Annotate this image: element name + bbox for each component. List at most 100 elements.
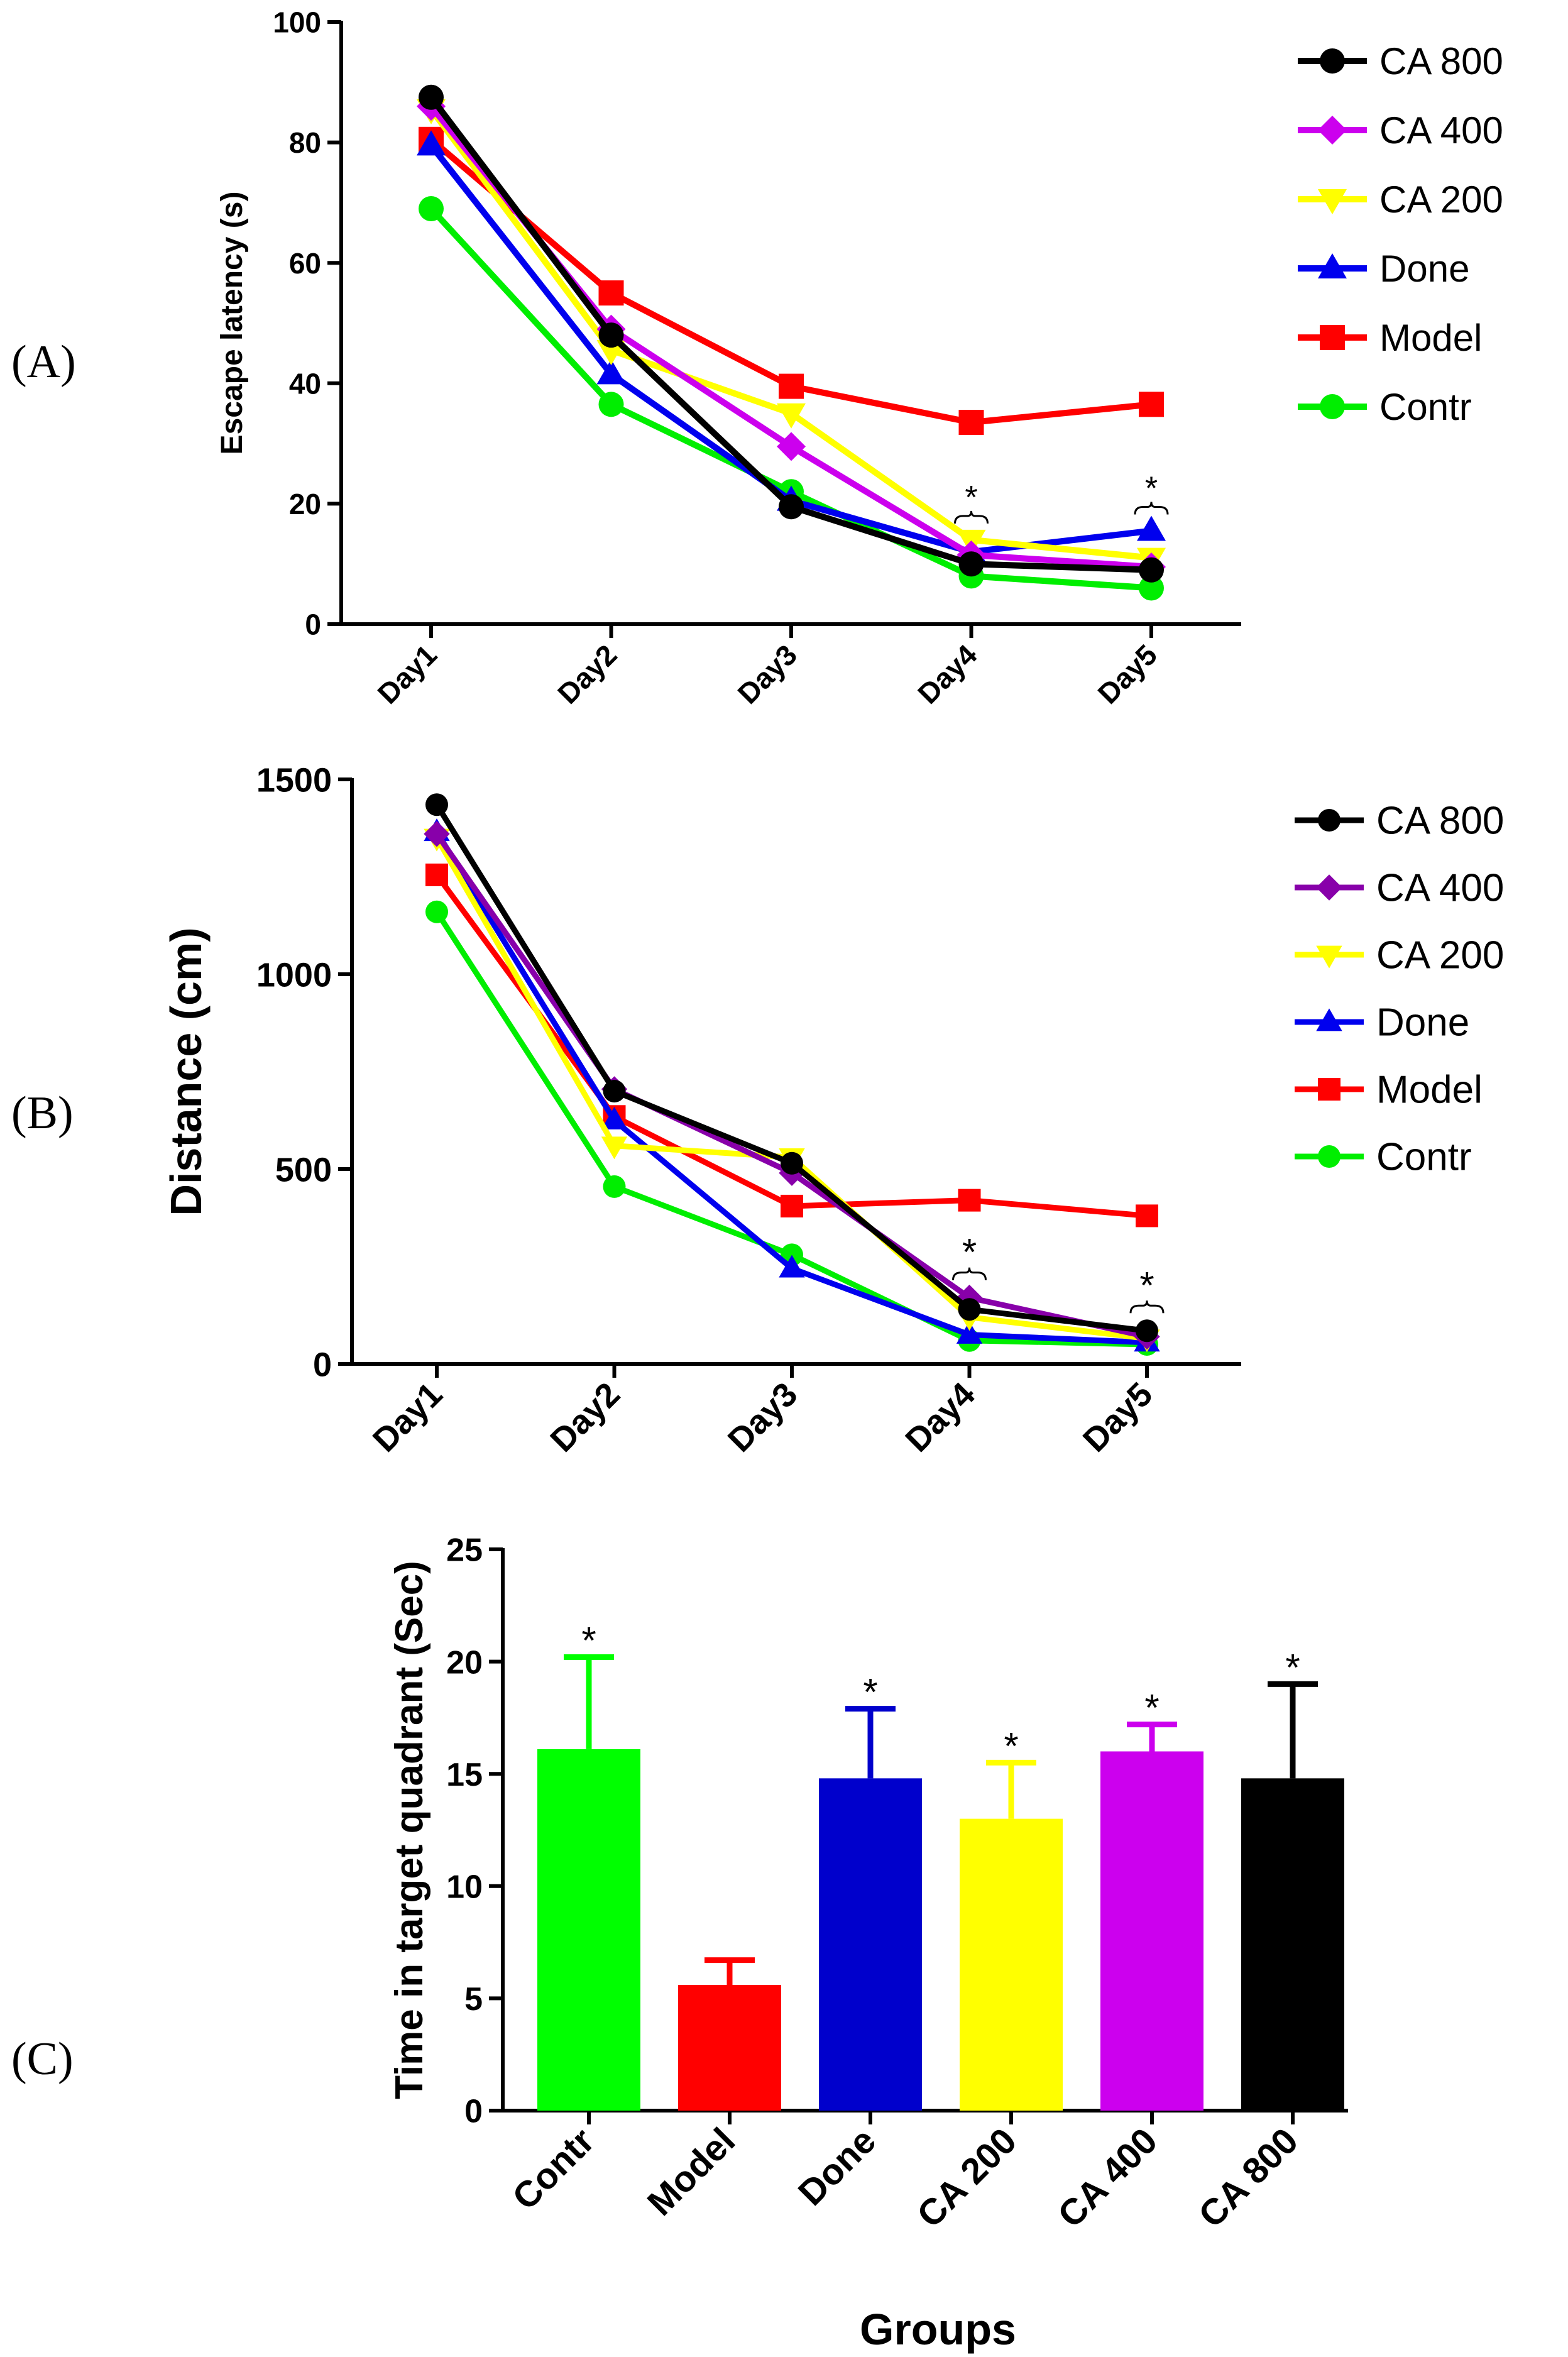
point-ca-800-day2	[603, 1080, 626, 1102]
significance-star-done: *	[863, 1671, 877, 1713]
panel-b-chart: 0 500 1000 1500 Day1 Day2 Day3 Day4 Day5 Distance…	[162, 761, 1504, 1459]
point-contr-day1	[425, 900, 448, 923]
point-done-day5	[1137, 515, 1166, 541]
legend-label-ca-800: CA 800	[1379, 40, 1503, 82]
x-tick-label-ca-800: CA 800	[1191, 2120, 1307, 2236]
x-axis-title: Groups	[860, 2305, 1016, 2354]
bar-model	[678, 1984, 781, 2111]
significance-brace-day4	[954, 510, 989, 524]
legend-label-contr: Contr	[1379, 386, 1472, 428]
point-contr-day2	[598, 392, 624, 417]
bar-done	[819, 1778, 922, 2111]
legend-label-model: Model	[1379, 317, 1482, 359]
legend-marker-ca-400	[1318, 116, 1347, 145]
y-tick-label-20: 20	[446, 1644, 483, 1681]
y-tick-label-500: 500	[275, 1151, 332, 1189]
point-done-day3	[779, 1255, 805, 1278]
y-tick-label-0: 0	[305, 608, 321, 641]
point-ca-200-day2	[601, 1136, 628, 1160]
point-ca-200-day3	[777, 403, 806, 429]
point-model-day5	[1136, 1204, 1158, 1228]
point-model-day5	[1139, 392, 1164, 417]
point-ca-400-day3	[777, 432, 806, 461]
legend-marker-model	[1320, 325, 1345, 350]
legend-marker-model	[1318, 1078, 1340, 1101]
legend-label-ca-200: CA 200	[1379, 179, 1503, 221]
legend-marker-done	[1316, 1008, 1342, 1031]
point-model-day4	[958, 1189, 981, 1212]
point-ca-800-day4	[958, 1298, 981, 1321]
y-tick-label-40: 40	[289, 367, 321, 400]
significance-star-ca-800: *	[1285, 1646, 1300, 1688]
point-ca-800-day1	[425, 793, 448, 816]
x-tick-label-day3: Day3	[721, 1375, 805, 1459]
legend-label-ca-200: CA 200	[1376, 934, 1504, 977]
legend-marker-contr	[1320, 394, 1345, 419]
point-ca-800-day3	[781, 1151, 803, 1175]
point-ca-200-day2	[596, 340, 626, 366]
series-ca-800	[419, 84, 1164, 583]
y-tick-label-1000: 1000	[256, 956, 332, 994]
point-ca-800-day5	[1136, 1319, 1158, 1343]
legend-label-ca-400: CA 400	[1379, 109, 1503, 151]
significance-star-day5: *	[1139, 1264, 1154, 1306]
x-tick-label-day2: Day2	[543, 1375, 627, 1459]
y-axis-title: Time in target quadrant (Sec)	[388, 1561, 431, 2099]
point-model-day1	[425, 863, 448, 886]
point-ca-800-day3	[779, 494, 804, 520]
bar-ca-400	[1100, 1751, 1203, 2111]
legend-label-contr: Contr	[1376, 1136, 1472, 1179]
point-ca-800-day4	[958, 551, 984, 577]
point-contr-day5	[1139, 575, 1164, 601]
legend-marker-ca-200	[1318, 189, 1347, 214]
point-model-day4	[958, 410, 984, 436]
significance-brace-day5	[1129, 1300, 1165, 1314]
panel-label-a: (A)	[11, 336, 76, 388]
point-model-day3	[779, 373, 804, 399]
significance-star-day4: *	[962, 1231, 977, 1273]
legend-label-done: Done	[1379, 248, 1469, 290]
panel-c-chart: 0 5 10 15 20 25 * Contr Model * Done * CA 200 * CA 400…	[388, 1532, 1348, 2354]
legend-label-ca-800: CA 800	[1376, 799, 1504, 843]
y-tick-label-0: 0	[313, 1346, 332, 1383]
point-done-day1	[417, 130, 446, 156]
panel-label-b: (B)	[11, 1087, 74, 1139]
point-model-day3	[781, 1194, 803, 1217]
panel-label-c: (C)	[11, 2033, 74, 2085]
point-ca-400-day1	[424, 821, 450, 847]
significance-star-day4: *	[965, 480, 977, 516]
legend-marker-done	[1318, 253, 1347, 278]
bar-contr	[537, 1749, 640, 2111]
y-tick-label-80: 80	[289, 126, 321, 159]
y-axis-title: Distance (cm)	[162, 927, 211, 1216]
legend-label-ca-400: CA 400	[1376, 867, 1504, 910]
y-tick-label-10: 10	[446, 1869, 483, 1906]
y-tick-label-60: 60	[289, 247, 321, 280]
legend-marker-ca-200	[1316, 945, 1342, 969]
legend-label-done: Done	[1376, 1001, 1469, 1045]
point-contr-day2	[603, 1175, 626, 1198]
x-tick-label-done: Done	[791, 2120, 884, 2213]
x-tick-label-day4: Day4	[898, 1375, 982, 1459]
point-contr-day1	[419, 195, 444, 221]
legend-label-model: Model	[1376, 1069, 1483, 1112]
bar-ca-200	[960, 1818, 1063, 2111]
series-model	[419, 126, 1164, 436]
significance-star-ca-400: *	[1144, 1687, 1159, 1729]
significance-star-day5: *	[1145, 471, 1158, 507]
significance-star-ca-200: *	[1004, 1725, 1018, 1767]
y-tick-label-100: 100	[273, 6, 321, 39]
panel-a-chart: 0 20 40 60 80 100 Day1 Day2 Day3 Day4 Day5 Escape l…	[216, 6, 1503, 710]
legend-marker-ca-400	[1316, 874, 1342, 901]
x-tick-label-day5: Day5	[1092, 638, 1164, 710]
x-tick-label-day1: Day1	[366, 1375, 450, 1459]
series-done	[424, 818, 1160, 1352]
x-tick-label-model: Model	[640, 2120, 743, 2223]
point-ca-800-day1	[419, 84, 444, 110]
x-tick-label-day1: Day1	[371, 638, 444, 710]
x-tick-label-ca-400: CA 400	[1050, 2120, 1166, 2236]
y-tick-label-25: 25	[446, 1532, 483, 1569]
y-tick-label-5: 5	[464, 1981, 483, 2018]
x-tick-label-day3: Day3	[732, 638, 804, 710]
legend-marker-ca-800	[1318, 809, 1340, 832]
